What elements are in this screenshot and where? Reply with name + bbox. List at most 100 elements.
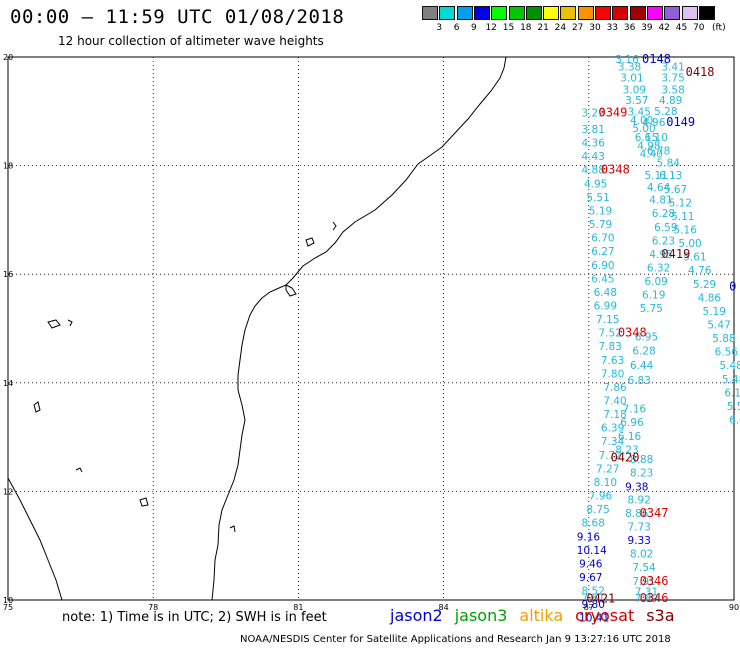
wave-height-value: 6.48 (594, 287, 617, 299)
wave-height-value: 7.18 (603, 409, 626, 421)
wave-height-value: 6.45 (591, 273, 614, 285)
pass-time-label: 0348 (618, 326, 647, 340)
wave-height-value: 5.48 (719, 360, 740, 372)
wave-height-value: 5.28 (654, 106, 677, 118)
wave-height-value: 6.70 (591, 233, 614, 245)
wave-height-value: 5.84 (657, 158, 681, 170)
wave-height-value: 3.38 (618, 62, 641, 74)
wave-height-value: 4.36 (582, 138, 606, 150)
pass-time-label: 0420 (611, 451, 640, 465)
latitude-tick-label: 12 (3, 487, 13, 496)
wave-height-value: 3.57 (625, 95, 648, 107)
pass-time-label: 0346 (640, 591, 669, 605)
chilika-lake (332, 221, 337, 231)
wave-height-value: 5.11 (644, 170, 667, 182)
latitude-tick-label: 14 (3, 379, 13, 388)
wave-height-value: 5.47 (707, 320, 730, 332)
wave-height-value: 6.32 (647, 262, 670, 274)
wave-height-value: 3.09 (623, 84, 646, 96)
legend-item-jason3: jason3 (454, 606, 508, 625)
wave-height-value: 4.96 (642, 117, 666, 129)
pass-time-label: 0348 (601, 163, 630, 177)
wave-height-value: 9.67 (579, 572, 602, 584)
wave-height-value: 7.40 (603, 396, 626, 408)
wave-height-value: 10.14 (577, 545, 607, 557)
latitude-tick-label: 10 (3, 596, 13, 605)
legend-item-cryosat: cryosat (575, 606, 635, 625)
wave-height-value: 8.02 (630, 549, 653, 561)
wave-height-value: 5.19 (703, 306, 726, 318)
wave-height-value: 6.23 (652, 235, 675, 247)
wave-height-value: 6.12 (724, 387, 740, 399)
scale-label: 30 (589, 23, 601, 33)
wave-height-value: 4.98 (637, 140, 660, 152)
wave-height-value: 6.13 (659, 170, 682, 182)
pass-time-label: 0347 (640, 506, 669, 520)
wave-height-value: 6.10 (644, 132, 667, 144)
wave-height-observations: 3.163.383.013.093.573.454.005.006.154.98… (577, 54, 740, 625)
wave-height-value: 8.86 (625, 508, 649, 520)
wave-height-value: 5.51 (586, 192, 609, 204)
longitude-tick-label: 84 (439, 603, 449, 612)
wave-height-value: 7.34 (601, 436, 625, 448)
wave-height-value: 8.88 (630, 454, 653, 466)
inland-water-3 (67, 319, 73, 327)
legend-item-jason2: jason2 (390, 606, 443, 625)
wave-height-value: 7.86 (603, 382, 627, 394)
wave-height-value: 10.41 (579, 613, 609, 625)
wave-height-value: 6.90 (591, 260, 614, 272)
wave-height-value: 6.95 (635, 331, 658, 343)
pass-time-label: 0346 (640, 574, 669, 588)
pass-time-label: 0 (729, 279, 736, 293)
latitude-tick-label: 16 (3, 270, 13, 279)
wave-height-value: 7.16 (623, 404, 647, 416)
wave-height-value: 3.45 (628, 107, 651, 119)
wave-height-value: 7.72 (598, 450, 621, 462)
wave-height-value: 7.52 (598, 328, 621, 340)
wave-height-value: 9.38 (625, 481, 648, 493)
longitude-tick-label: 81 (293, 603, 303, 612)
wave-height-value: 4.86 (698, 292, 722, 304)
satellite-legend: jason2 jason3 altika cryosat s3a (390, 606, 687, 625)
wave-height-value: 3.41 (661, 62, 684, 74)
scale-swatch (508, 6, 525, 20)
wave-height-value: 4.88 (582, 165, 605, 177)
wave-height-value: 6.09 (644, 276, 667, 288)
map-title: 00:00 – 11:59 UTC 01/08/2018 (10, 6, 345, 28)
wave-height-value: 7.83 (598, 341, 621, 353)
inland-water-7 (75, 467, 83, 473)
inland-water-1 (305, 237, 315, 247)
wave-height-value: 8.52 (582, 586, 605, 598)
wave-height-value: 8.92 (628, 494, 651, 506)
longitude-tick-label: 90 (729, 603, 739, 612)
scale-label: 33 (606, 23, 619, 33)
wave-height-value: 4.95 (584, 178, 607, 190)
wave-height-value: 5.12 (669, 197, 692, 209)
scale-label: 3 (436, 23, 443, 33)
wave-height-value: 6.28 (632, 346, 655, 358)
inland-water-6 (229, 525, 236, 533)
wave-height-value: 4.89 (659, 95, 682, 107)
longitude-tick-label: 75 (3, 603, 13, 612)
legend-item-s3a: s3a (646, 606, 675, 625)
wave-height-value: 6.83 (628, 375, 651, 387)
wave-height-value: 3.81 (582, 124, 605, 136)
scale-label: 21 (537, 23, 549, 33)
wave-height-value: 7.89 (635, 593, 658, 605)
scale-swatch (698, 6, 715, 20)
scale-label: 39 (641, 23, 653, 33)
wave-height-value: 6.39 (601, 423, 624, 435)
wave-height-value: 6.28 (652, 208, 675, 220)
inland-water-5 (139, 497, 149, 507)
pass-time-label: 0419 (661, 247, 690, 261)
wave-height-value: 7.61 (582, 593, 605, 605)
longitude-tick-label: 87 (584, 603, 594, 612)
wave-height-value: 9.46 (579, 558, 603, 570)
latitude-tick-label: 20 (3, 53, 13, 62)
godavari-delta (285, 284, 297, 297)
wave-height-value: 6.27 (591, 246, 614, 258)
wave-height-value: 4.76 (688, 265, 712, 277)
wave-height-value: 9.33 (628, 535, 651, 547)
scale-label: 45 (675, 23, 688, 33)
